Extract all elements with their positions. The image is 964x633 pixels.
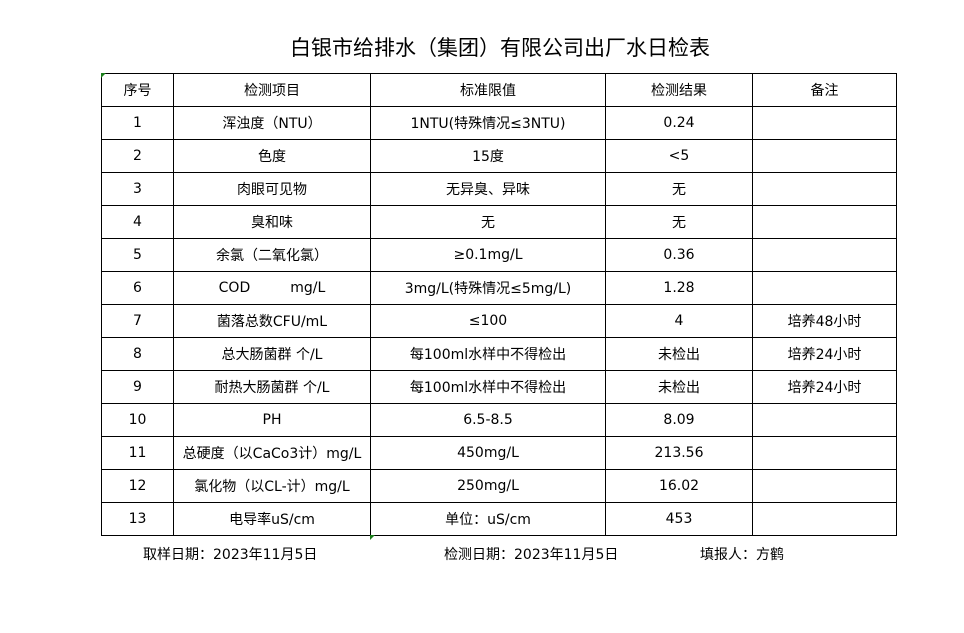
- table-cell: 无异臭、异味: [370, 172, 606, 206]
- table-cell: 16.02: [605, 469, 753, 503]
- table-row: 4 臭和味无无: [101, 205, 897, 239]
- table-cell: 3: [101, 172, 174, 206]
- table-cell: [752, 106, 897, 140]
- table-cell: 1NTU(特殊情况≤3NTU): [370, 106, 606, 140]
- table-cell: 无: [605, 205, 753, 239]
- sampling-date: 取样日期：2023年11月5日: [143, 547, 318, 563]
- table-cell: 6.5-8.5: [370, 403, 606, 437]
- table-row: 5 余氯（二氧化氯） ≥0.1mg/L 0.36: [101, 238, 897, 272]
- header-cell: 检测结果: [605, 73, 753, 107]
- table-cell: 余氯（二氧化氯）: [173, 238, 371, 272]
- table-cell: 耐热大肠菌群 个/L: [173, 370, 371, 404]
- table-cell: [752, 238, 897, 272]
- table-cell: 0.24: [605, 106, 753, 140]
- table-cell: 培养24小时: [752, 337, 897, 371]
- table-row: 3 肉眼可见物 无异臭、异味无: [101, 172, 897, 206]
- table-cell: 菌落总数CFU/mL: [173, 304, 371, 338]
- inspection-table: 序号 检测项目 标准限值 检测结果 备注 1 浑浊度（NTU） 1NTU(特殊情况≤…: [101, 73, 897, 536]
- table-cell: 8.09: [605, 403, 753, 437]
- table-cell: 1: [101, 106, 174, 140]
- header-cell: 序号: [101, 73, 174, 107]
- table-cell: 11: [101, 436, 174, 470]
- table-cell: 4: [605, 304, 753, 338]
- table-cell: 2: [101, 139, 174, 173]
- table-cell: 13: [101, 502, 174, 536]
- cell-comment-marker: [101, 73, 106, 78]
- table-cell: PH: [173, 403, 371, 437]
- table-cell: [752, 205, 897, 239]
- table-cell: 未检出: [605, 337, 753, 371]
- table-row: 11 总硬度（以CaCo3计）mg/L 450mg/L 213.56: [101, 436, 897, 470]
- table-cell: [752, 172, 897, 206]
- table-cell: COD mg/L: [173, 271, 371, 305]
- table-cell: 8: [101, 337, 174, 371]
- table-cell: 无: [370, 205, 606, 239]
- header-cell: 检测项目: [173, 73, 371, 107]
- table-cell: 色度: [173, 139, 371, 173]
- table-cell: 无: [605, 172, 753, 206]
- table-cell: 7: [101, 304, 174, 338]
- table-cell: 5: [101, 238, 174, 272]
- table-cell: 每100ml水样中不得检出: [370, 337, 606, 371]
- table-cell: 12: [101, 469, 174, 503]
- table-cell: [752, 436, 897, 470]
- table-cell: ≤100: [370, 304, 606, 338]
- table-row: 7 菌落总数CFU/mL ≤100 4 培养48小时: [101, 304, 897, 338]
- header-cell: 标准限值: [370, 73, 606, 107]
- table-cell: 单位：uS/cm: [370, 502, 606, 536]
- table-cell: ≥0.1mg/L: [370, 238, 606, 272]
- table-row: 12 氯化物（以CL-计）mg/L 250mg/L 16.02: [101, 469, 897, 503]
- table-cell: 15度: [370, 139, 606, 173]
- table-cell: 0.36: [605, 238, 753, 272]
- table-cell: 培养48小时: [752, 304, 897, 338]
- table-cell: 1.28: [605, 271, 753, 305]
- table-cell: 213.56: [605, 436, 753, 470]
- table-cell: 肉眼可见物: [173, 172, 371, 206]
- table-row: 9 耐热大肠菌群 个/L 每100ml水样中不得检出 未检出 培养24小时: [101, 370, 897, 404]
- table-cell: 4: [101, 205, 174, 239]
- table-cell: 10: [101, 403, 174, 437]
- table-cell: <5: [605, 139, 753, 173]
- table-cell: 3mg/L(特殊情况≤5mg/L): [370, 271, 606, 305]
- table-cell: 未检出: [605, 370, 753, 404]
- table-cell: 6: [101, 271, 174, 305]
- table-cell: 臭和味: [173, 205, 371, 239]
- table-cell: [752, 271, 897, 305]
- table-cell: 250mg/L: [370, 469, 606, 503]
- table-cell: [752, 403, 897, 437]
- cell-comment-marker: [370, 535, 375, 540]
- table-cell: 氯化物（以CL-计）mg/L: [173, 469, 371, 503]
- table-cell: 总大肠菌群 个/L: [173, 337, 371, 371]
- table-cell: [752, 502, 897, 536]
- table-cell: 培养24小时: [752, 370, 897, 404]
- table-row: 1 浑浊度（NTU） 1NTU(特殊情况≤3NTU) 0.24: [101, 106, 897, 140]
- table-row: 2 色度 15度 <5: [101, 139, 897, 173]
- table-cell: 浑浊度（NTU）: [173, 106, 371, 140]
- table-row: 8 总大肠菌群 个/L 每100ml水样中不得检出 未检出 培养24小时: [101, 337, 897, 371]
- table-cell: 每100ml水样中不得检出: [370, 370, 606, 404]
- table-header-row: 序号 检测项目 标准限值 检测结果 备注: [101, 73, 897, 107]
- table-cell: 450mg/L: [370, 436, 606, 470]
- table-row: 10 PH 6.5-8.5 8.09: [101, 403, 897, 437]
- table-cell: 453: [605, 502, 753, 536]
- table-cell: 9: [101, 370, 174, 404]
- table-cell: [752, 139, 897, 173]
- test-date: 检测日期：2023年11月5日: [444, 547, 619, 563]
- header-cell: 备注: [752, 73, 897, 107]
- table-row: 6 COD mg/L 3mg/L(特殊情况≤5mg/L) 1.28: [101, 271, 897, 305]
- table-row: 13 电导率uS/cm 单位：uS/cm 453: [101, 502, 897, 536]
- table-cell: [752, 469, 897, 503]
- table-cell: 电导率uS/cm: [173, 502, 371, 536]
- table-cell: 总硬度（以CaCo3计）mg/L: [173, 436, 371, 470]
- reporter: 填报人：方鹤: [700, 547, 784, 563]
- page-title: 白银市给排水（集团）有限公司出厂水日检表: [290, 36, 710, 60]
